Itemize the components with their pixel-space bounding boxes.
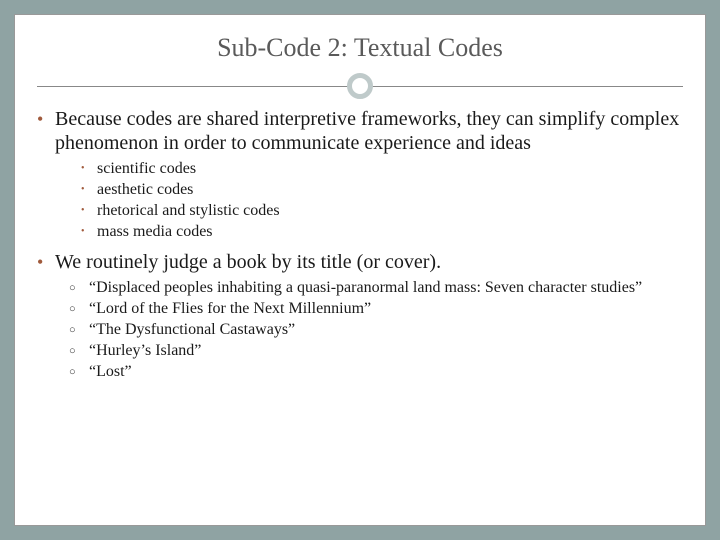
sub-bullet-item: • aesthetic codes — [81, 180, 683, 200]
sub-bullet-text: scientific codes — [97, 159, 196, 179]
sub-bullet-text: “Lord of the Flies for the Next Millenni… — [89, 299, 371, 319]
slide-title: Sub-Code 2: Textual Codes — [37, 33, 683, 63]
divider — [37, 73, 683, 99]
bullet-circle-icon: ○ — [69, 362, 89, 382]
sub-bullet-item: ○ “Lost” — [69, 362, 683, 382]
bullet-circle-icon: ○ — [69, 320, 89, 340]
bullet-dot-icon: • — [81, 180, 97, 200]
sub-bullet-text: mass media codes — [97, 222, 213, 242]
content-area: • Because codes are shared interpretive … — [37, 107, 683, 382]
sub-bullet-group: • scientific codes • aesthetic codes • r… — [81, 159, 683, 242]
sub-bullet-item: ○ “The Dysfunctional Castaways” — [69, 320, 683, 340]
bullet-dot-icon: • — [37, 107, 55, 155]
sub-bullet-item: • scientific codes — [81, 159, 683, 179]
bullet-dot-icon: • — [37, 250, 55, 274]
sub-bullet-item: ○ “Hurley’s Island” — [69, 341, 683, 361]
sub-bullet-item: • mass media codes — [81, 222, 683, 242]
sub-bullet-text: “Displaced peoples inhabiting a quasi-pa… — [89, 278, 642, 298]
sub-bullet-text: aesthetic codes — [97, 180, 193, 200]
bullet-circle-icon: ○ — [69, 341, 89, 361]
bullet-circle-icon: ○ — [69, 299, 89, 319]
sub-bullet-group: ○ “Displaced peoples inhabiting a quasi-… — [69, 278, 683, 382]
bullet-dot-icon: • — [81, 201, 97, 221]
bullet-text: Because codes are shared interpretive fr… — [55, 107, 683, 155]
sub-bullet-text: “The Dysfunctional Castaways” — [89, 320, 295, 340]
sub-bullet-item: • rhetorical and stylistic codes — [81, 201, 683, 221]
divider-ring-icon — [347, 73, 373, 99]
sub-bullet-text: “Hurley’s Island” — [89, 341, 201, 361]
sub-bullet-text: rhetorical and stylistic codes — [97, 201, 280, 221]
sub-bullet-text: “Lost” — [89, 362, 132, 382]
bullet-circle-icon: ○ — [69, 278, 89, 298]
bullet-text: We routinely judge a book by its title (… — [55, 250, 441, 274]
bullet-item: • Because codes are shared interpretive … — [37, 107, 683, 155]
bullet-dot-icon: • — [81, 222, 97, 242]
slide-card: Sub-Code 2: Textual Codes • Because code… — [14, 14, 706, 526]
bullet-item: • We routinely judge a book by its title… — [37, 250, 683, 274]
sub-bullet-item: ○ “Lord of the Flies for the Next Millen… — [69, 299, 683, 319]
sub-bullet-item: ○ “Displaced peoples inhabiting a quasi-… — [69, 278, 683, 298]
bullet-dot-icon: • — [81, 159, 97, 179]
